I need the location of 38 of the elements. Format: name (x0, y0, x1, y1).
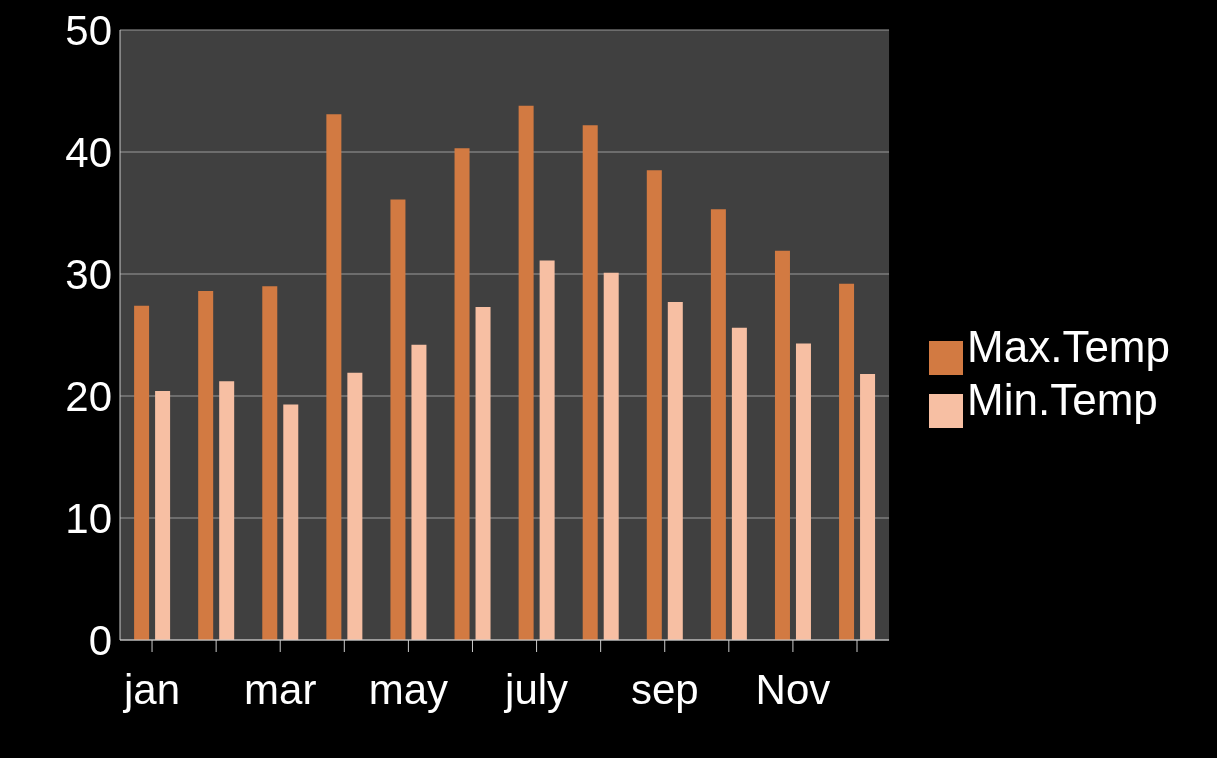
bar (646, 170, 662, 640)
bar (839, 283, 855, 640)
y-tick-label: 30 (65, 250, 112, 298)
bar (326, 114, 342, 640)
bar (219, 381, 235, 640)
bar (603, 272, 619, 640)
bar (390, 199, 406, 640)
bar (475, 306, 491, 640)
bar (518, 105, 534, 640)
legend-label: Min.Temp (967, 375, 1158, 424)
x-tick-label: jan (122, 665, 181, 713)
bar (155, 391, 171, 640)
bar (454, 148, 470, 640)
bar (539, 260, 555, 640)
x-tick-label: july (503, 665, 569, 713)
bar (262, 286, 278, 640)
bar (198, 291, 214, 640)
bar (411, 344, 427, 640)
bar (134, 305, 150, 640)
x-tick-label: sep (630, 665, 699, 713)
bar (283, 404, 299, 640)
y-tick-label: 20 (65, 372, 112, 420)
y-tick-label: 0 (88, 616, 112, 664)
y-tick-label: 40 (65, 128, 112, 176)
bar (710, 209, 726, 640)
bar (774, 250, 790, 640)
bar (731, 327, 747, 640)
bar (860, 374, 876, 640)
bar (795, 343, 811, 640)
y-tick-label: 10 (65, 494, 112, 542)
bar (667, 302, 683, 640)
x-tick-label: may (368, 665, 449, 713)
legend-label: Max.Temp (967, 321, 1170, 371)
bar (347, 372, 363, 640)
y-tick-label: 50 (65, 6, 112, 54)
x-tick-label: Nov (755, 665, 831, 713)
bar (582, 125, 598, 640)
x-tick-label: mar (244, 665, 317, 713)
